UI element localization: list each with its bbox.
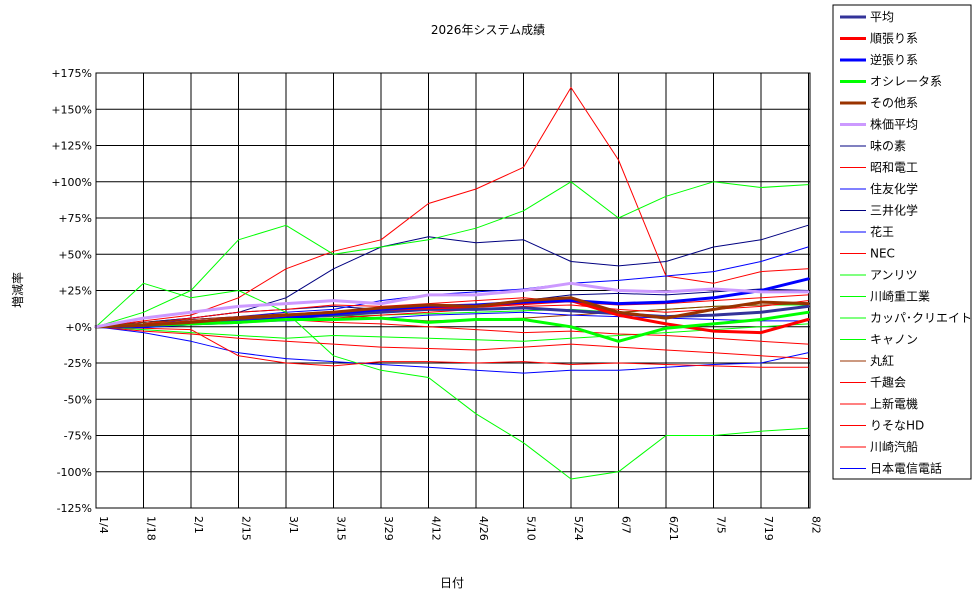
series-layer bbox=[94, 87, 810, 480]
legend-label: アンリツ bbox=[870, 268, 918, 282]
series-line bbox=[95, 323, 809, 342]
x-tick-label: 6/21 bbox=[667, 516, 680, 541]
legend-label: 川崎重工業 bbox=[870, 290, 930, 304]
y-tick-label: -75% bbox=[64, 430, 92, 443]
x-tick-label: 3/15 bbox=[335, 516, 348, 541]
y-tick-label: +25% bbox=[58, 285, 92, 298]
series-line bbox=[95, 87, 809, 328]
y-tick-label: +50% bbox=[58, 248, 92, 261]
legend-label: 順張り系 bbox=[870, 32, 918, 46]
legend-label: 川崎汽船 bbox=[870, 439, 918, 454]
plot-frame bbox=[95, 72, 811, 509]
legend-label: 住友化学 bbox=[870, 181, 918, 196]
x-axis-label: 日付 bbox=[440, 576, 464, 590]
y-tick-label: +100% bbox=[51, 176, 92, 189]
legend-label: オシレータ系 bbox=[870, 75, 942, 89]
y-tick-label: +0% bbox=[65, 321, 92, 334]
legend-label: 花王 bbox=[870, 224, 894, 239]
x-tick-label: 4/26 bbox=[477, 516, 490, 541]
chart-title: 2026年システム成績 bbox=[431, 23, 545, 37]
x-tick-label: 1/18 bbox=[145, 516, 158, 541]
series-line bbox=[95, 294, 809, 328]
y-tick-label: -50% bbox=[64, 393, 92, 406]
legend-label: 平均 bbox=[870, 10, 894, 24]
legend-label: NEC bbox=[870, 247, 895, 261]
legend-label: カッパ･クリエイト bbox=[870, 311, 972, 325]
legend-label: 日本電信電話 bbox=[870, 461, 942, 476]
x-tick-label: 5/24 bbox=[572, 516, 585, 541]
y-tick-label: +125% bbox=[51, 140, 92, 153]
legend-box bbox=[832, 4, 972, 480]
x-tick-label: 5/10 bbox=[525, 516, 538, 541]
legend-label: 上新電機 bbox=[870, 396, 918, 411]
legend-label: 味の素 bbox=[870, 139, 906, 153]
series-line bbox=[95, 326, 809, 368]
y-tick-label: -125% bbox=[57, 502, 92, 515]
x-tick-label: 8/2 bbox=[810, 516, 823, 534]
legend-label: 三井化学 bbox=[870, 203, 918, 218]
legend-label: 丸紅 bbox=[870, 354, 894, 368]
legend: 平均順張り系逆張り系オシレータ系その他系株価平均味の素昭和電工住友化学三井化学花… bbox=[840, 10, 972, 476]
legend-label: 逆張り系 bbox=[870, 52, 918, 67]
legend-label: その他系 bbox=[870, 96, 918, 110]
axis-layer: +175% +150% +125% +100% +75% +50% +25% +0% -25% -… bbox=[51, 67, 822, 541]
series-line bbox=[95, 326, 809, 360]
series-line bbox=[95, 181, 809, 328]
series-line bbox=[94, 310, 810, 343]
y-tick-label: +175% bbox=[51, 67, 92, 80]
x-tick-label: 6/7 bbox=[620, 516, 633, 534]
legend-label: 昭和電工 bbox=[870, 161, 918, 175]
legend-label: キャノン bbox=[870, 333, 918, 347]
x-tick-label: 2/1 bbox=[192, 516, 205, 534]
legend-label: りそなHD bbox=[870, 419, 924, 433]
series-line bbox=[95, 326, 809, 374]
x-tick-label: 3/1 bbox=[287, 516, 300, 534]
y-tick-label: +150% bbox=[51, 103, 92, 116]
x-tick-label: 1/4 bbox=[97, 516, 110, 534]
x-tick-label: 2/15 bbox=[240, 516, 253, 541]
x-tick-label: 7/5 bbox=[715, 516, 728, 534]
legend-label: 千趣会 bbox=[870, 375, 906, 390]
y-tick-label: -25% bbox=[64, 357, 92, 370]
series-line bbox=[95, 282, 809, 480]
y-axis-label: 増減率 bbox=[10, 272, 25, 308]
series-line bbox=[94, 296, 810, 329]
series-line bbox=[94, 281, 810, 329]
y-tick-label: +75% bbox=[58, 212, 92, 225]
legend-label: 株価平均 bbox=[870, 117, 918, 132]
x-tick-label: 4/12 bbox=[430, 516, 443, 541]
y-tick-label: -100% bbox=[57, 466, 92, 479]
x-tick-label: 3/29 bbox=[382, 516, 395, 541]
x-tick-label: 7/19 bbox=[762, 516, 775, 541]
